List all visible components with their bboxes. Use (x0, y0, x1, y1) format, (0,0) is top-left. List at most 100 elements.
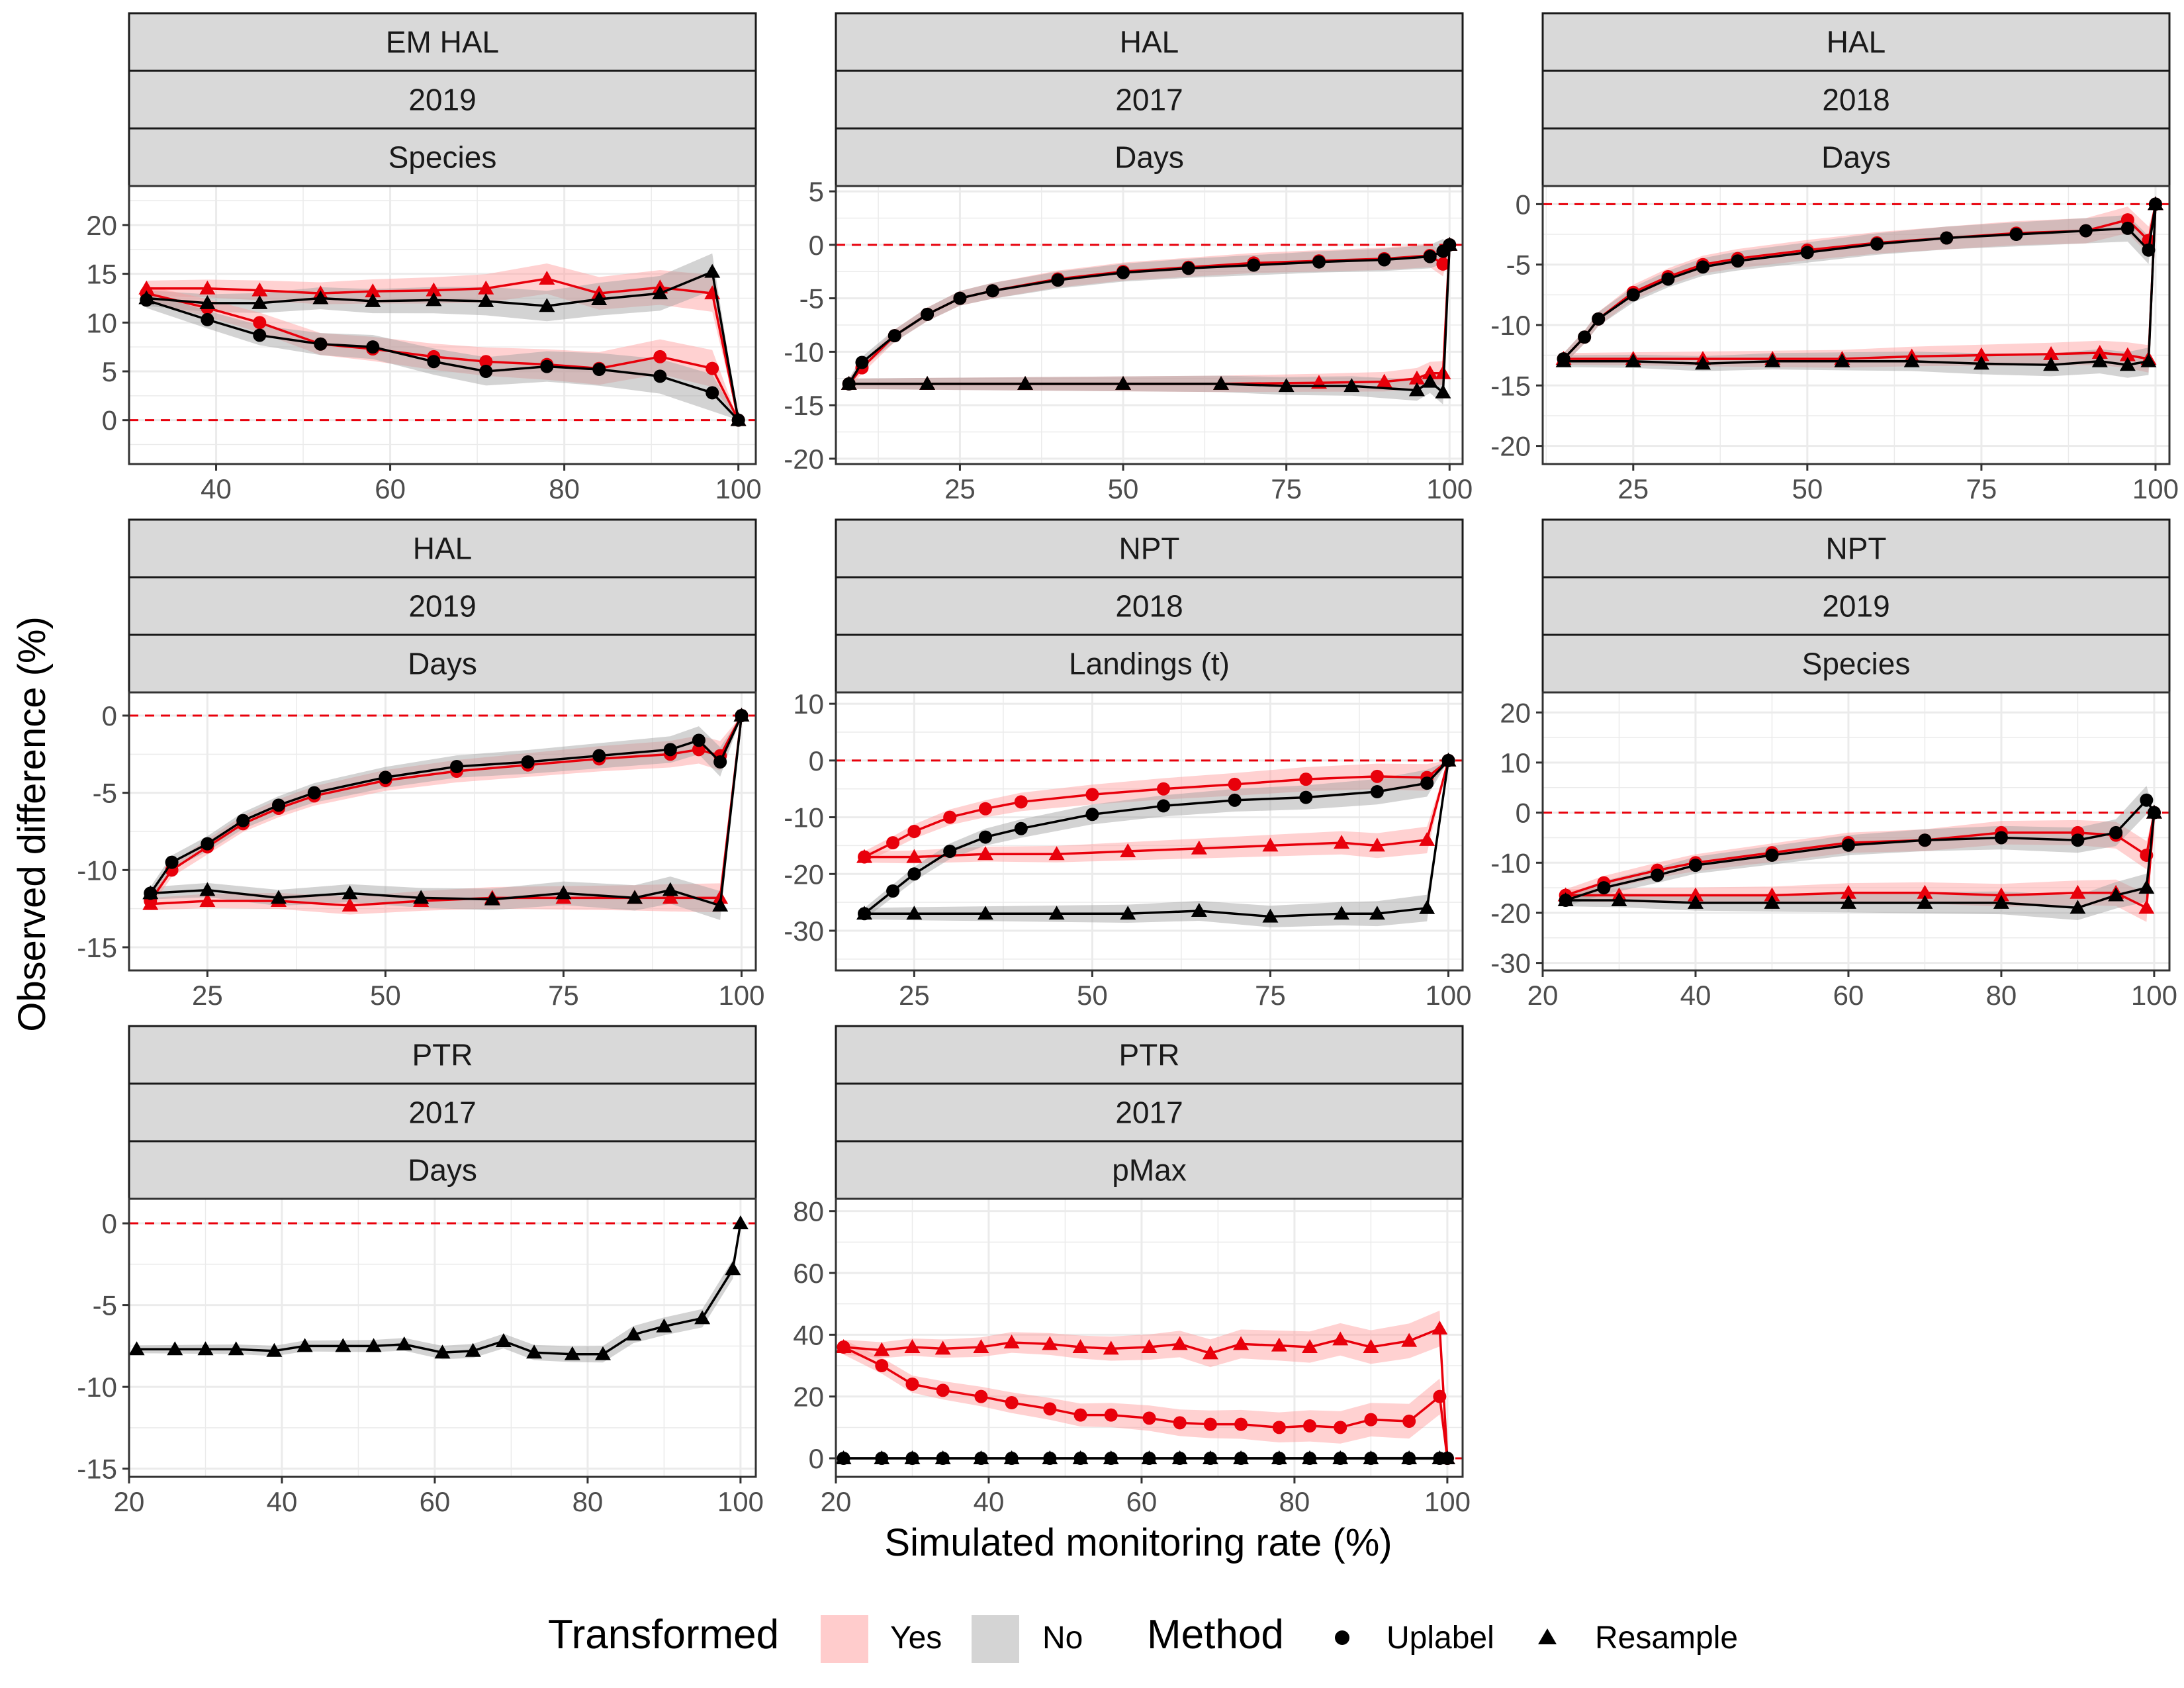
data-point (199, 280, 216, 295)
series-line (1565, 798, 2156, 902)
data-point (692, 743, 705, 757)
data-point (2108, 887, 2124, 902)
data-point (2120, 221, 2134, 235)
data-point (705, 386, 719, 400)
data-point (627, 890, 643, 904)
data-point (1661, 272, 1675, 286)
y-tick-label: -10 (1490, 310, 1531, 341)
x-tick-label: 100 (717, 1486, 764, 1517)
data-point (985, 284, 999, 298)
data-point (1800, 246, 1814, 259)
data-point (479, 355, 493, 369)
data-point (875, 1452, 889, 1465)
data-point (1731, 254, 1745, 268)
data-point (2142, 243, 2156, 257)
data-point (1104, 1452, 1118, 1465)
y-tick-label: 0 (102, 700, 117, 731)
data-point (539, 271, 555, 285)
data-point (564, 1346, 580, 1360)
plot-background (836, 1199, 1463, 1477)
data-point (312, 290, 329, 305)
data-point (2140, 793, 2154, 807)
strip-label: 2017 (408, 1096, 476, 1130)
y-tick-label: -10 (77, 855, 117, 886)
legend-triangle-icon (1538, 1628, 1557, 1644)
x-tick-label: 80 (1279, 1486, 1310, 1517)
confidence-band (146, 253, 739, 420)
y-tick-label: -10 (784, 802, 824, 833)
data-point (2109, 825, 2123, 839)
data-point (1764, 887, 1780, 902)
strip-label: NPT (1119, 532, 1180, 566)
data-point (904, 1339, 921, 1353)
data-point (1363, 1339, 1379, 1353)
data-point (973, 1339, 989, 1353)
data-point (1973, 347, 1989, 361)
data-point (1423, 250, 1437, 263)
data-point (1234, 1417, 1248, 1431)
x-tick-label: 60 (1126, 1486, 1158, 1517)
data-point (2147, 806, 2161, 820)
x-tick-label: 75 (1966, 473, 1997, 504)
strip-label: Days (408, 1153, 477, 1188)
data-point (1557, 352, 1570, 366)
panel-5: NPT 2018 Landings (t) 25 50 75 100 -30 -20 -10 0 10 (784, 518, 1472, 1011)
data-point (251, 295, 268, 309)
data-point (484, 891, 500, 906)
data-point (2043, 346, 2060, 360)
data-point (1171, 1336, 1188, 1350)
data-point (1559, 894, 1572, 908)
strip-label: 2019 (408, 83, 476, 117)
data-point (1994, 831, 2008, 845)
strip-box (1541, 576, 2171, 636)
data-point (199, 893, 216, 907)
data-point (1625, 353, 1641, 367)
confidence-band (1565, 812, 2154, 921)
data-point (1262, 837, 1279, 852)
data-point (2070, 900, 2086, 914)
x-tick-label: 40 (1680, 980, 1711, 1011)
strip-box (1541, 12, 2171, 72)
data-point (1695, 355, 1711, 370)
x-tick-label: 100 (718, 980, 764, 1011)
data-point (251, 282, 268, 297)
data-point (943, 810, 957, 824)
legend-label-resample: Resample (1595, 1620, 1738, 1656)
data-point (2043, 357, 2060, 371)
y-tick-label: 10 (1500, 747, 1531, 778)
data-point (167, 1341, 183, 1356)
data-point (1840, 884, 1856, 899)
data-point (1072, 1339, 1089, 1353)
strip-label: 2018 (1822, 83, 1889, 117)
data-point (907, 867, 921, 881)
data-point (1408, 382, 1425, 397)
panel-border (128, 1197, 757, 1478)
data-point (694, 1310, 711, 1325)
data-point (341, 898, 358, 912)
data-point (413, 890, 430, 904)
strip-box (835, 127, 1464, 187)
data-point (1173, 1416, 1187, 1430)
y-tick-label: -20 (1490, 431, 1531, 462)
data-point (1334, 1452, 1347, 1465)
panel-border (128, 691, 757, 972)
strip-box (835, 633, 1464, 694)
y-tick-label: 0 (809, 230, 824, 261)
x-tick-label: 50 (1108, 473, 1139, 504)
data-point (2140, 353, 2157, 367)
strip-box (835, 1140, 1464, 1200)
confidence-band (1565, 786, 2154, 907)
data-point (307, 786, 321, 800)
data-point (704, 263, 721, 278)
strip-box (128, 1025, 757, 1085)
y-tick-label: 0 (102, 1208, 117, 1239)
panel-7: PTR 2017 Days 20 40 60 80 100 -15 -10 -5 0 (77, 1025, 764, 1517)
legend-swatch-yes (821, 1615, 868, 1663)
data-point (837, 1452, 850, 1465)
data-point (1262, 908, 1279, 923)
data-point (855, 355, 869, 369)
y-tick-label: -15 (1490, 370, 1531, 401)
data-point (1233, 1336, 1250, 1350)
series-line (146, 292, 740, 421)
data-point (1103, 1340, 1119, 1355)
